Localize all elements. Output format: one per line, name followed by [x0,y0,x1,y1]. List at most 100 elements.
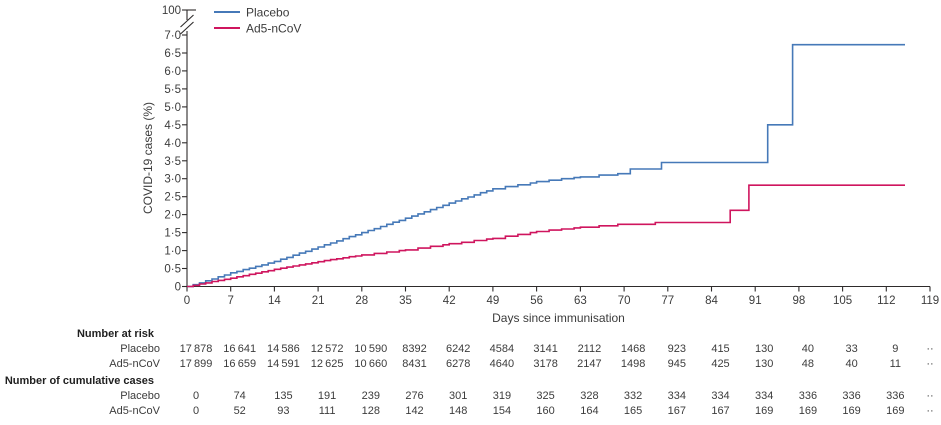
risk-table-value-cell: 332 [623,390,643,402]
risk-table-value-cell: 336 [842,390,861,402]
x-tick-label: 70 [618,295,631,307]
risk-table-value-cell: 16 659 [223,358,257,370]
x-axis-label: Days since immunisation [492,311,625,325]
x-tick-label: 77 [661,295,674,307]
x-tick-label: 119 [921,295,939,307]
risk-table-value-cell: 169 [842,405,861,417]
y-tick-label: 0·5 [164,264,181,276]
risk-table-value-cell: 130 [755,343,774,355]
y-tick-label: 6·0 [164,66,181,78]
risk-table-value-cell: 165 [623,405,643,417]
x-tick-label: 49 [487,295,500,307]
risk-table-value-cell: 334 [667,390,686,402]
y-tick-label: 2·0 [164,210,181,222]
risk-table-value-cell: 12 572 [310,343,344,355]
risk-table-value-cell: ·· [926,390,934,402]
risk-table-value-cell: 239 [361,390,380,402]
legend-label: Placebo [246,6,290,20]
x-tick-label: 35 [399,295,412,307]
risk-table-row-label: Placebo [120,390,160,402]
risk-table-row-label: Ad5-nCoV [109,405,160,417]
y-tick-label: 4·0 [164,138,181,150]
risk-table-value-cell: 6242 [445,343,471,355]
risk-table-row-label: Ad5-nCoV [109,358,160,370]
y-tick-label: 2·5 [164,192,181,204]
x-tick-label: 7 [227,295,233,307]
risk-table-value-cell: 10 660 [354,358,388,370]
x-tick-label: 0 [184,295,190,307]
risk-table-value-cell: 325 [536,390,555,402]
risk-table-value-cell: 154 [492,405,512,417]
y-tick-label-100: 100 [162,5,181,17]
y-tick-label: 1·0 [164,246,181,258]
legend-label: Ad5-nCoV [246,22,301,36]
risk-table-value-cell: 2147 [577,358,602,370]
risk-table-value-cell: 191 [317,390,337,402]
y-tick-label: 3·5 [164,156,181,168]
risk-table-value-cell: 9 [892,343,899,355]
risk-table-value-cell: 1498 [620,358,646,370]
risk-table-value-cell: 128 [361,405,380,417]
risk-table-value-cell: 17 899 [179,358,213,370]
risk-table-value-cell: 4640 [489,358,515,370]
y-tick-label: 3·0 [164,174,181,186]
risk-table-value-cell: 111 [318,405,336,417]
risk-table-value-cell: 167 [667,405,686,417]
y-tick-label: 4·5 [164,120,181,132]
risk-table-value-cell: 336 [798,390,818,402]
x-tick-label: 28 [355,295,368,307]
risk-table-value-cell: 319 [492,390,512,402]
risk-table-value-cell: 17 878 [179,343,213,355]
risk-table-value-cell: 12 625 [310,358,344,370]
risk-table-value-cell: 328 [580,390,599,402]
risk-table-value-cell: 142 [405,405,424,417]
risk-table-value-cell: 11 [889,358,902,370]
risk-table-value-cell: 74 [233,390,246,402]
risk-table-value-cell: 16 641 [223,343,257,355]
risk-table-value-cell: 40 [801,343,815,355]
axis-break-mark [180,14,194,28]
y-tick-label: 6·5 [164,48,181,60]
placebo-curve [187,43,905,288]
y-axis-label: COVID-19 cases (%) [141,101,155,215]
ad5-ncov-curve [187,184,905,288]
risk-table-row-label: Placebo [120,343,160,355]
x-tick-label: 84 [705,295,718,307]
x-tick-label: 63 [574,295,587,307]
risk-table-value-cell: 10 590 [354,343,388,355]
risk-table-value-cell: ·· [926,405,934,417]
y-tick-label: 5·5 [164,84,181,96]
risk-table-value-cell: 160 [536,405,555,417]
risk-table-value-cell: 8431 [402,358,427,370]
risk-table-value-cell: 3141 [533,343,558,355]
risk-table-value-cell: 425 [711,358,730,370]
risk-table-value-cell: 1468 [620,343,646,355]
x-tick-label: 91 [749,295,762,307]
risk-table-value-cell: 135 [274,390,293,402]
risk-table-value-cell: 130 [755,358,774,370]
risk-table-value-cell: 14 586 [266,343,300,355]
x-tick-label: 14 [268,295,281,307]
km-chart-svg: 0 7 14 21 28 35 42 49 56 63 70 77 84 91 98 105 112 119 0 0·… [162,5,939,307]
risk-table-value-cell: 334 [711,390,730,402]
risk-table-value-cell: 6278 [445,358,471,370]
risk-table-value-cell: 33 [845,343,858,355]
risk-table-value-cell: 169 [798,405,818,417]
risk-table-value-cell: 4584 [489,343,515,355]
risk-table-value-cell: 169 [886,405,905,417]
risk-table-value-cell: 276 [405,390,424,402]
y-tick-label: 5·0 [164,102,181,114]
risk-table-section-header: Number at risk [76,328,154,340]
risk-table-value-cell: 8392 [402,343,427,355]
risk-table-value-cell: 48 [801,358,815,370]
risk-table-section-header: Number of cumulative cases [4,375,154,387]
risk-table-value-cell: 945 [667,358,686,370]
risk-table-value-cell: 334 [755,390,774,402]
risk-table-value-cell: 169 [755,405,774,417]
risk-table-value-cell: 167 [711,405,730,417]
risk-table-value-cell: 415 [711,343,730,355]
risk-table-value-cell: 2112 [577,343,602,355]
risk-table-value-cell: 336 [886,390,905,402]
risk-table-value-cell: 301 [449,390,468,402]
